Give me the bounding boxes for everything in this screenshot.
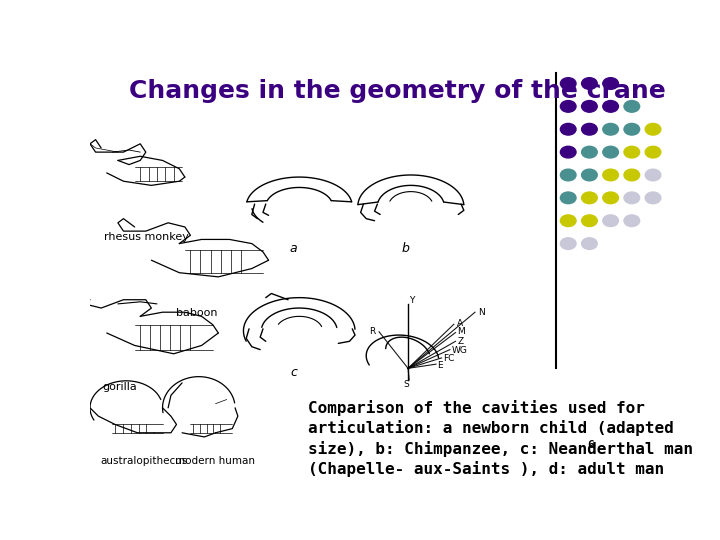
- Circle shape: [603, 169, 618, 181]
- Circle shape: [582, 78, 597, 89]
- Circle shape: [603, 146, 618, 158]
- Text: S: S: [404, 380, 410, 389]
- Circle shape: [582, 146, 597, 158]
- Text: a: a: [290, 241, 297, 254]
- Text: rhesus monkey: rhesus monkey: [104, 232, 189, 242]
- Text: Comparison of the cavities used for
articulation: a newborn child (adapted
size): Comparison of the cavities used for arti…: [307, 400, 693, 477]
- Text: gorilla: gorilla: [102, 382, 137, 392]
- Circle shape: [560, 192, 576, 204]
- Text: FC: FC: [443, 354, 454, 363]
- Circle shape: [560, 238, 576, 249]
- Circle shape: [603, 192, 618, 204]
- Text: baboon: baboon: [176, 308, 218, 318]
- Circle shape: [624, 124, 639, 135]
- Circle shape: [560, 78, 576, 89]
- Circle shape: [624, 100, 639, 112]
- Circle shape: [582, 100, 597, 112]
- Circle shape: [645, 192, 661, 204]
- Circle shape: [582, 169, 597, 181]
- Circle shape: [624, 215, 639, 227]
- Text: modern human: modern human: [176, 456, 256, 467]
- Circle shape: [624, 146, 639, 158]
- Circle shape: [560, 100, 576, 112]
- Circle shape: [582, 192, 597, 204]
- Circle shape: [582, 215, 597, 227]
- Text: E: E: [437, 361, 443, 369]
- Circle shape: [624, 192, 639, 204]
- Circle shape: [560, 124, 576, 135]
- Circle shape: [560, 169, 576, 181]
- Circle shape: [560, 146, 576, 158]
- Circle shape: [645, 146, 661, 158]
- Circle shape: [582, 124, 597, 135]
- Circle shape: [645, 169, 661, 181]
- Text: Changes in the geometry of the crane: Changes in the geometry of the crane: [129, 79, 666, 103]
- Text: b: b: [401, 241, 409, 254]
- Text: australopithecus: australopithecus: [100, 456, 187, 467]
- Text: 6: 6: [588, 440, 595, 450]
- Text: c: c: [290, 366, 297, 379]
- Circle shape: [603, 124, 618, 135]
- Text: M: M: [457, 327, 465, 336]
- Circle shape: [560, 215, 576, 227]
- Text: A: A: [457, 319, 463, 328]
- Text: Y: Y: [409, 296, 415, 306]
- Circle shape: [603, 78, 618, 89]
- Text: WG: WG: [451, 346, 467, 355]
- Text: R: R: [369, 327, 375, 336]
- Text: N: N: [478, 308, 485, 316]
- Circle shape: [582, 238, 597, 249]
- Circle shape: [603, 215, 618, 227]
- Circle shape: [603, 100, 618, 112]
- Circle shape: [645, 124, 661, 135]
- Circle shape: [624, 169, 639, 181]
- Text: Z: Z: [457, 337, 463, 346]
